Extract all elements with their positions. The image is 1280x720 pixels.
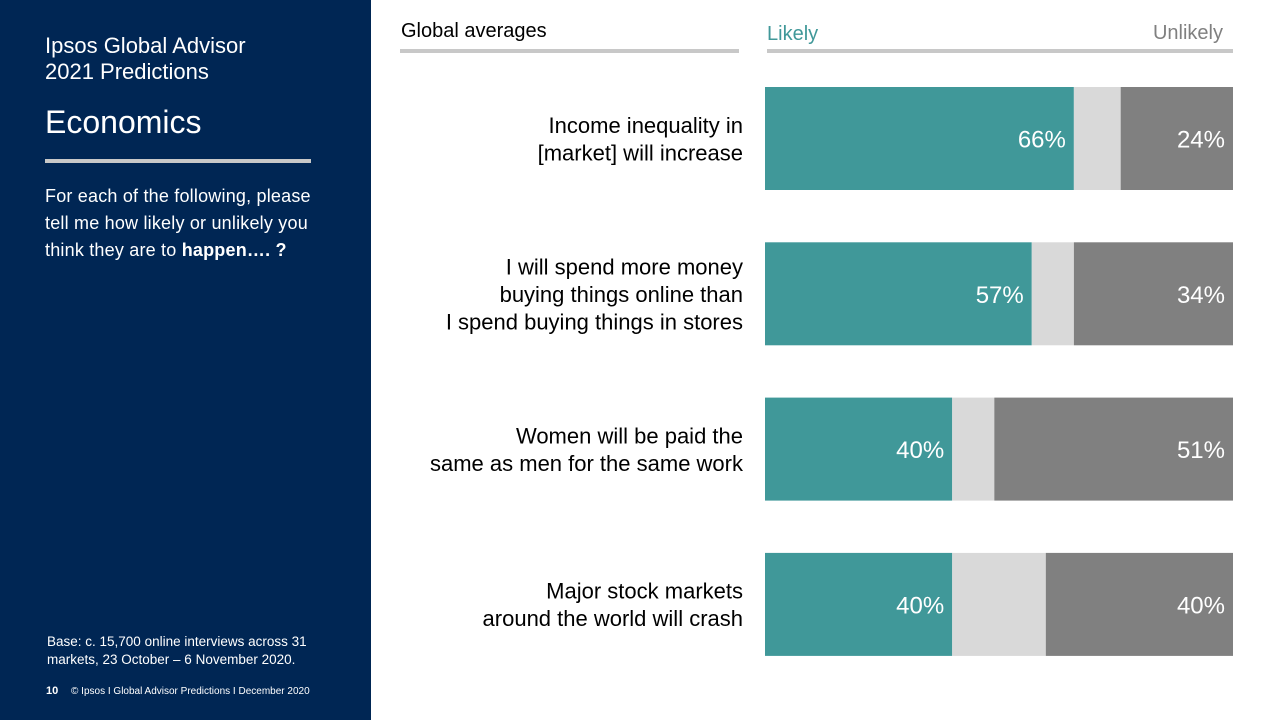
category-label: Women will be paid the bbox=[516, 423, 743, 448]
bar-segment-neutral bbox=[1031, 242, 1074, 346]
value-label-likely: 57% bbox=[976, 282, 1024, 309]
value-label-likely: 66% bbox=[1018, 127, 1066, 154]
bar-segment-unlikely bbox=[1120, 87, 1233, 190]
bar-segment-likely bbox=[765, 552, 953, 656]
survey-question: For each of the following, please tell m… bbox=[45, 183, 325, 264]
page-number: 10 bbox=[46, 685, 59, 697]
survey-question-text: For each of the following, please tell m… bbox=[45, 186, 311, 260]
base-note: Base: c. 15,700 online interviews across… bbox=[47, 634, 307, 667]
copyright: © Ipsos I Global Advisor Predictions I D… bbox=[71, 686, 310, 697]
footer: 10 © Ipsos I Global Advisor Predictions … bbox=[46, 684, 310, 699]
global-averages-rule bbox=[400, 49, 739, 53]
category-label: I spend buying things in stores bbox=[446, 309, 743, 334]
value-label-unlikely: 40% bbox=[1177, 592, 1225, 619]
legend-likely: Likely bbox=[767, 23, 819, 45]
section-title: Economics bbox=[45, 104, 202, 140]
bar-segment-unlikely bbox=[1073, 242, 1233, 346]
report-title-line1: Ipsos Global Advisor bbox=[45, 33, 246, 58]
legend-rule bbox=[767, 49, 1233, 53]
value-label-likely: 40% bbox=[896, 592, 944, 619]
bar-segment-neutral bbox=[1073, 87, 1121, 190]
survey-question-emphasis: happen…. ? bbox=[181, 240, 287, 260]
category-label: [market] will increase bbox=[538, 140, 743, 165]
report-title: Ipsos Global Advisor 2021 Predictions bbox=[45, 33, 345, 85]
report-title-line2: 2021 Predictions bbox=[45, 59, 209, 84]
sidebar: Ipsos Global Advisor 2021 Predictions Ec… bbox=[0, 0, 371, 720]
value-label-unlikely: 51% bbox=[1177, 437, 1225, 464]
global-averages-heading: Global averages bbox=[401, 20, 547, 42]
category-label: I will spend more money bbox=[506, 254, 743, 279]
category-label: Major stock markets bbox=[546, 579, 743, 604]
bar-segment-neutral bbox=[952, 552, 1046, 656]
bar-segment-unlikely bbox=[1045, 552, 1233, 656]
category-label: buying things online than bbox=[500, 282, 743, 307]
section-divider bbox=[45, 159, 311, 163]
bar-segment-unlikely bbox=[994, 397, 1233, 501]
value-label-unlikely: 34% bbox=[1177, 282, 1225, 309]
bar-segment-likely bbox=[765, 242, 1032, 346]
bar-segment-likely bbox=[765, 87, 1074, 190]
bar-segment-likely bbox=[765, 397, 953, 501]
category-label: same as men for the same work bbox=[430, 451, 744, 476]
category-label: Income inequality in bbox=[549, 113, 743, 138]
category-label: around the world will crash bbox=[483, 606, 743, 631]
value-label-unlikely: 24% bbox=[1177, 127, 1225, 154]
value-label-likely: 40% bbox=[896, 437, 944, 464]
bar-segment-neutral bbox=[952, 397, 995, 501]
legend-unlikely: Unlikely bbox=[1152, 22, 1223, 44]
